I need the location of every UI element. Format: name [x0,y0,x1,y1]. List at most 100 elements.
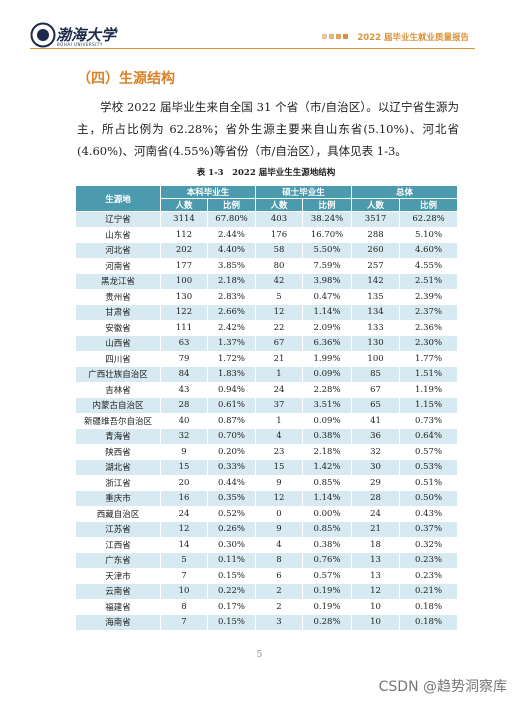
table-cell: 湖北省 [75,459,161,476]
table-cell: 0.11% [206,552,257,569]
table-cell: 2.51% [399,273,459,290]
table-cell: 10 [351,614,401,631]
table-cell: 3 [255,614,304,631]
table-cell: 1.83% [206,366,257,383]
table-cell: 0.18% [399,614,459,631]
table-row: 内蒙古自治区 28 0.61% 37 3.51% 65 1.15% [75,397,459,414]
table-cell: 1 [255,366,304,383]
table-row: 新疆维吾尔自治区 40 0.87% 1 0.09% 41 0.73% [75,412,459,429]
table-cell: 0.20% [206,443,257,460]
table-row: 黑龙江省 100 2.18% 42 3.98% 142 2.51% [75,273,459,290]
table-row: 安徽省 111 2.42% 22 2.09% 133 2.36% [75,319,459,336]
table-cell: 5 [255,288,304,305]
table-cell: 8 [255,552,304,569]
table-cell: 122 [160,304,208,321]
table-cell: 9 [255,521,304,538]
table-cell: 0.15% [206,567,257,584]
table-cell: 0.23% [399,567,459,584]
watermark: CSDN @趋势洞察库 [378,679,507,695]
table-cell: 1.15% [399,397,459,414]
table-cell: 18 [351,536,401,553]
table-cell: 0.85% [302,521,353,538]
table-cell: 9 [160,443,208,460]
table-cell: 0.38% [302,536,353,553]
table-row: 福建省 8 0.17% 2 0.19% 10 0.18% [75,598,459,615]
table-cell: 青海省 [75,428,161,445]
header-cell: 比例 [206,198,257,212]
table-cell: 广东省 [75,552,161,569]
table-cell: 山东省 [75,226,161,243]
table-cell: 0.30% [206,536,257,553]
table-row: 贵州省 130 2.83% 5 0.47% 135 2.39% [75,288,459,305]
table-cell: 23 [255,443,304,460]
table-cell: 32 [351,443,401,460]
table-cell: 0.64% [399,428,459,445]
logo-subtext: BOHAI UNIVERSITY [57,42,103,47]
table-cell: 广西壮族自治区 [75,366,161,383]
table-row: 西藏自治区 24 0.52% 0 0.00% 24 0.43% [75,505,459,522]
table-cell: 67 [351,381,401,398]
table-cell: 4.60% [399,242,459,259]
table-cell: 36 [351,428,401,445]
table-cell: 4.40% [206,242,257,259]
table-cell: 1.14% [302,304,353,321]
table-cell: 24 [351,505,401,522]
table-cell: 32 [160,428,208,445]
table-cell: 0.73% [399,412,459,429]
table-cell: 0.47% [302,288,353,305]
table-cell: 1.19% [399,381,459,398]
header-group: 硕士毕业生 [255,185,353,199]
table-cell: 2.36% [399,319,459,336]
table-cell: 58 [255,242,304,259]
table-cell: 贵州省 [75,288,161,305]
table-cell: 安徽省 [75,319,161,336]
table-cell: 0 [255,505,304,522]
table-cell: 0.32% [399,536,459,553]
table-cell: 0.61% [206,397,257,414]
table-cell: 24 [255,381,304,398]
header-cell: 人数 [160,198,208,212]
table-cell: 15 [255,459,304,476]
table-cell: 257 [351,257,401,274]
table-cell: 7.59% [302,257,353,274]
table-cell: 云南省 [75,583,161,600]
table-cell: 176 [255,226,304,243]
table-cell: 2.83% [206,288,257,305]
table-cell: 山西省 [75,335,161,352]
table-cell: 0.57% [399,443,459,460]
table-cell: 21 [351,521,401,538]
table-cell: 6 [255,567,304,584]
table-cell: 4.55% [399,257,459,274]
table-cell: 20 [160,474,208,491]
header-group: 本科毕业生 [159,185,257,199]
table-cell: 0.43% [399,505,459,522]
table-cell: 甘肃省 [75,304,161,321]
table-cell: 100 [351,350,401,367]
table-cell: 30 [351,459,401,476]
table-cell: 0.94% [206,381,257,398]
table-cell: 0.87% [206,412,257,429]
table-cell: 3.98% [302,273,353,290]
table-cell: 0.35% [206,490,257,507]
table-cell: 67 [255,335,304,352]
table-cell: 0.21% [399,583,459,600]
table-cell: 0.33% [206,459,257,476]
table-cell: 10 [160,583,208,600]
table-cell: 100 [160,273,208,290]
table-cell: 22 [255,319,304,336]
table-row: 河南省 177 3.85% 80 7.59% 257 4.55% [75,257,459,274]
table-cell: 0.28% [302,614,353,631]
table-cell: 0.23% [399,552,459,569]
header-cell: 人数 [255,198,304,212]
table-cell: 0.19% [302,598,353,615]
table-cell: 6.36% [302,335,353,352]
header-rule [30,48,475,49]
report-title: 2022 届毕业生就业质量报告 [357,33,469,43]
table-cell: 28 [351,490,401,507]
table-cell: 2.42% [206,319,257,336]
table-cell: 2.30% [399,335,459,352]
table-cell: 135 [351,288,401,305]
table-cell: 0.09% [302,412,353,429]
table-row: 广西壮族自治区 84 1.83% 1 0.09% 85 1.51% [75,366,459,383]
